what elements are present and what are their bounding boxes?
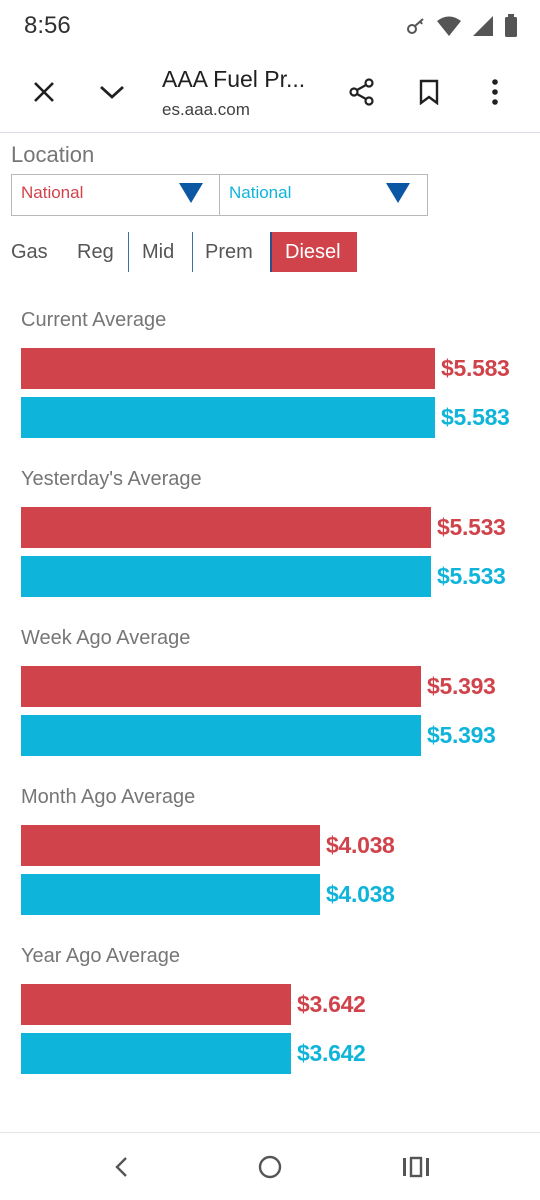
battery-icon <box>504 14 518 38</box>
home-icon <box>258 1155 282 1179</box>
chart-bar <box>21 666 421 707</box>
fuel-type-tabs: Gas Reg Mid Prem Diesel <box>0 232 540 272</box>
share-button[interactable] <box>344 74 380 110</box>
dropdown-arrow-icon <box>179 183 203 203</box>
chart-category-label: Yesterday's Average <box>21 468 202 490</box>
location-select-left-value: National <box>21 183 84 202</box>
key-icon <box>406 16 426 36</box>
chart-bar <box>21 556 431 597</box>
bookmark-icon <box>419 79 439 105</box>
chart-value-label: $5.583 <box>441 355 510 381</box>
chart-bar <box>21 507 431 548</box>
collapse-button[interactable] <box>94 74 130 110</box>
gas-label: Gas <box>11 241 48 263</box>
tab-premium[interactable]: Prem <box>192 232 253 272</box>
signal-icon <box>472 15 494 37</box>
chart-category-label: Year Ago Average <box>21 945 181 967</box>
chart-value-label: $5.393 <box>427 673 496 699</box>
bookmark-button[interactable] <box>411 74 447 110</box>
chart-value-label: $5.583 <box>441 404 510 430</box>
close-button[interactable] <box>26 74 62 110</box>
chart-bar <box>21 397 435 438</box>
wifi-icon <box>436 15 462 37</box>
chart-category-label: Week Ago Average <box>21 627 191 649</box>
back-icon <box>115 1157 127 1177</box>
chart-bar <box>21 825 320 866</box>
chevron-down-icon <box>100 85 124 99</box>
chart-value-label: $4.038 <box>326 881 395 907</box>
chart-bar <box>21 984 291 1025</box>
chart-bar <box>21 1033 291 1074</box>
location-label: Location <box>11 142 95 167</box>
chart-value-label: $5.533 <box>437 514 506 540</box>
location-select-left[interactable]: National <box>11 174 220 216</box>
close-icon <box>34 82 54 102</box>
status-bar: 8:56 <box>0 0 540 52</box>
location-select-right[interactable]: National <box>219 174 428 216</box>
page-title: AAA Fuel Pr... <box>162 66 306 92</box>
chart-bar <box>21 715 421 756</box>
page-url: es.aaa.com <box>162 100 250 119</box>
location-select-right-value: National <box>229 183 292 202</box>
share-icon <box>349 78 374 106</box>
chart-bar <box>21 348 435 389</box>
tab-diesel[interactable]: Diesel <box>270 232 357 272</box>
home-button[interactable] <box>254 1151 286 1183</box>
chart-value-label: $3.642 <box>297 1040 366 1066</box>
chart-value-label: $5.533 <box>437 563 506 589</box>
more-options-button[interactable] <box>477 74 513 110</box>
dropdown-arrow-icon <box>386 183 410 203</box>
chart-value-label: $3.642 <box>297 991 366 1017</box>
more-vert-icon <box>492 79 498 105</box>
tab-regular[interactable]: Reg <box>77 241 114 263</box>
browser-toolbar: AAA Fuel Pr... es.aaa.com <box>0 52 540 133</box>
chart-category-label: Month Ago Average <box>21 786 196 808</box>
tab-mid[interactable]: Mid <box>128 232 174 272</box>
status-time: 8:56 <box>24 12 71 39</box>
chart-bar <box>21 874 320 915</box>
recents-icon <box>403 1156 429 1178</box>
back-button[interactable] <box>106 1151 138 1183</box>
chart-value-label: $4.038 <box>326 832 395 858</box>
navigation-bar <box>0 1132 540 1200</box>
status-icons <box>406 14 518 38</box>
chart-value-label: $5.393 <box>427 722 496 748</box>
chart-category-label: Current Average <box>21 309 167 331</box>
recents-button[interactable] <box>400 1151 432 1183</box>
